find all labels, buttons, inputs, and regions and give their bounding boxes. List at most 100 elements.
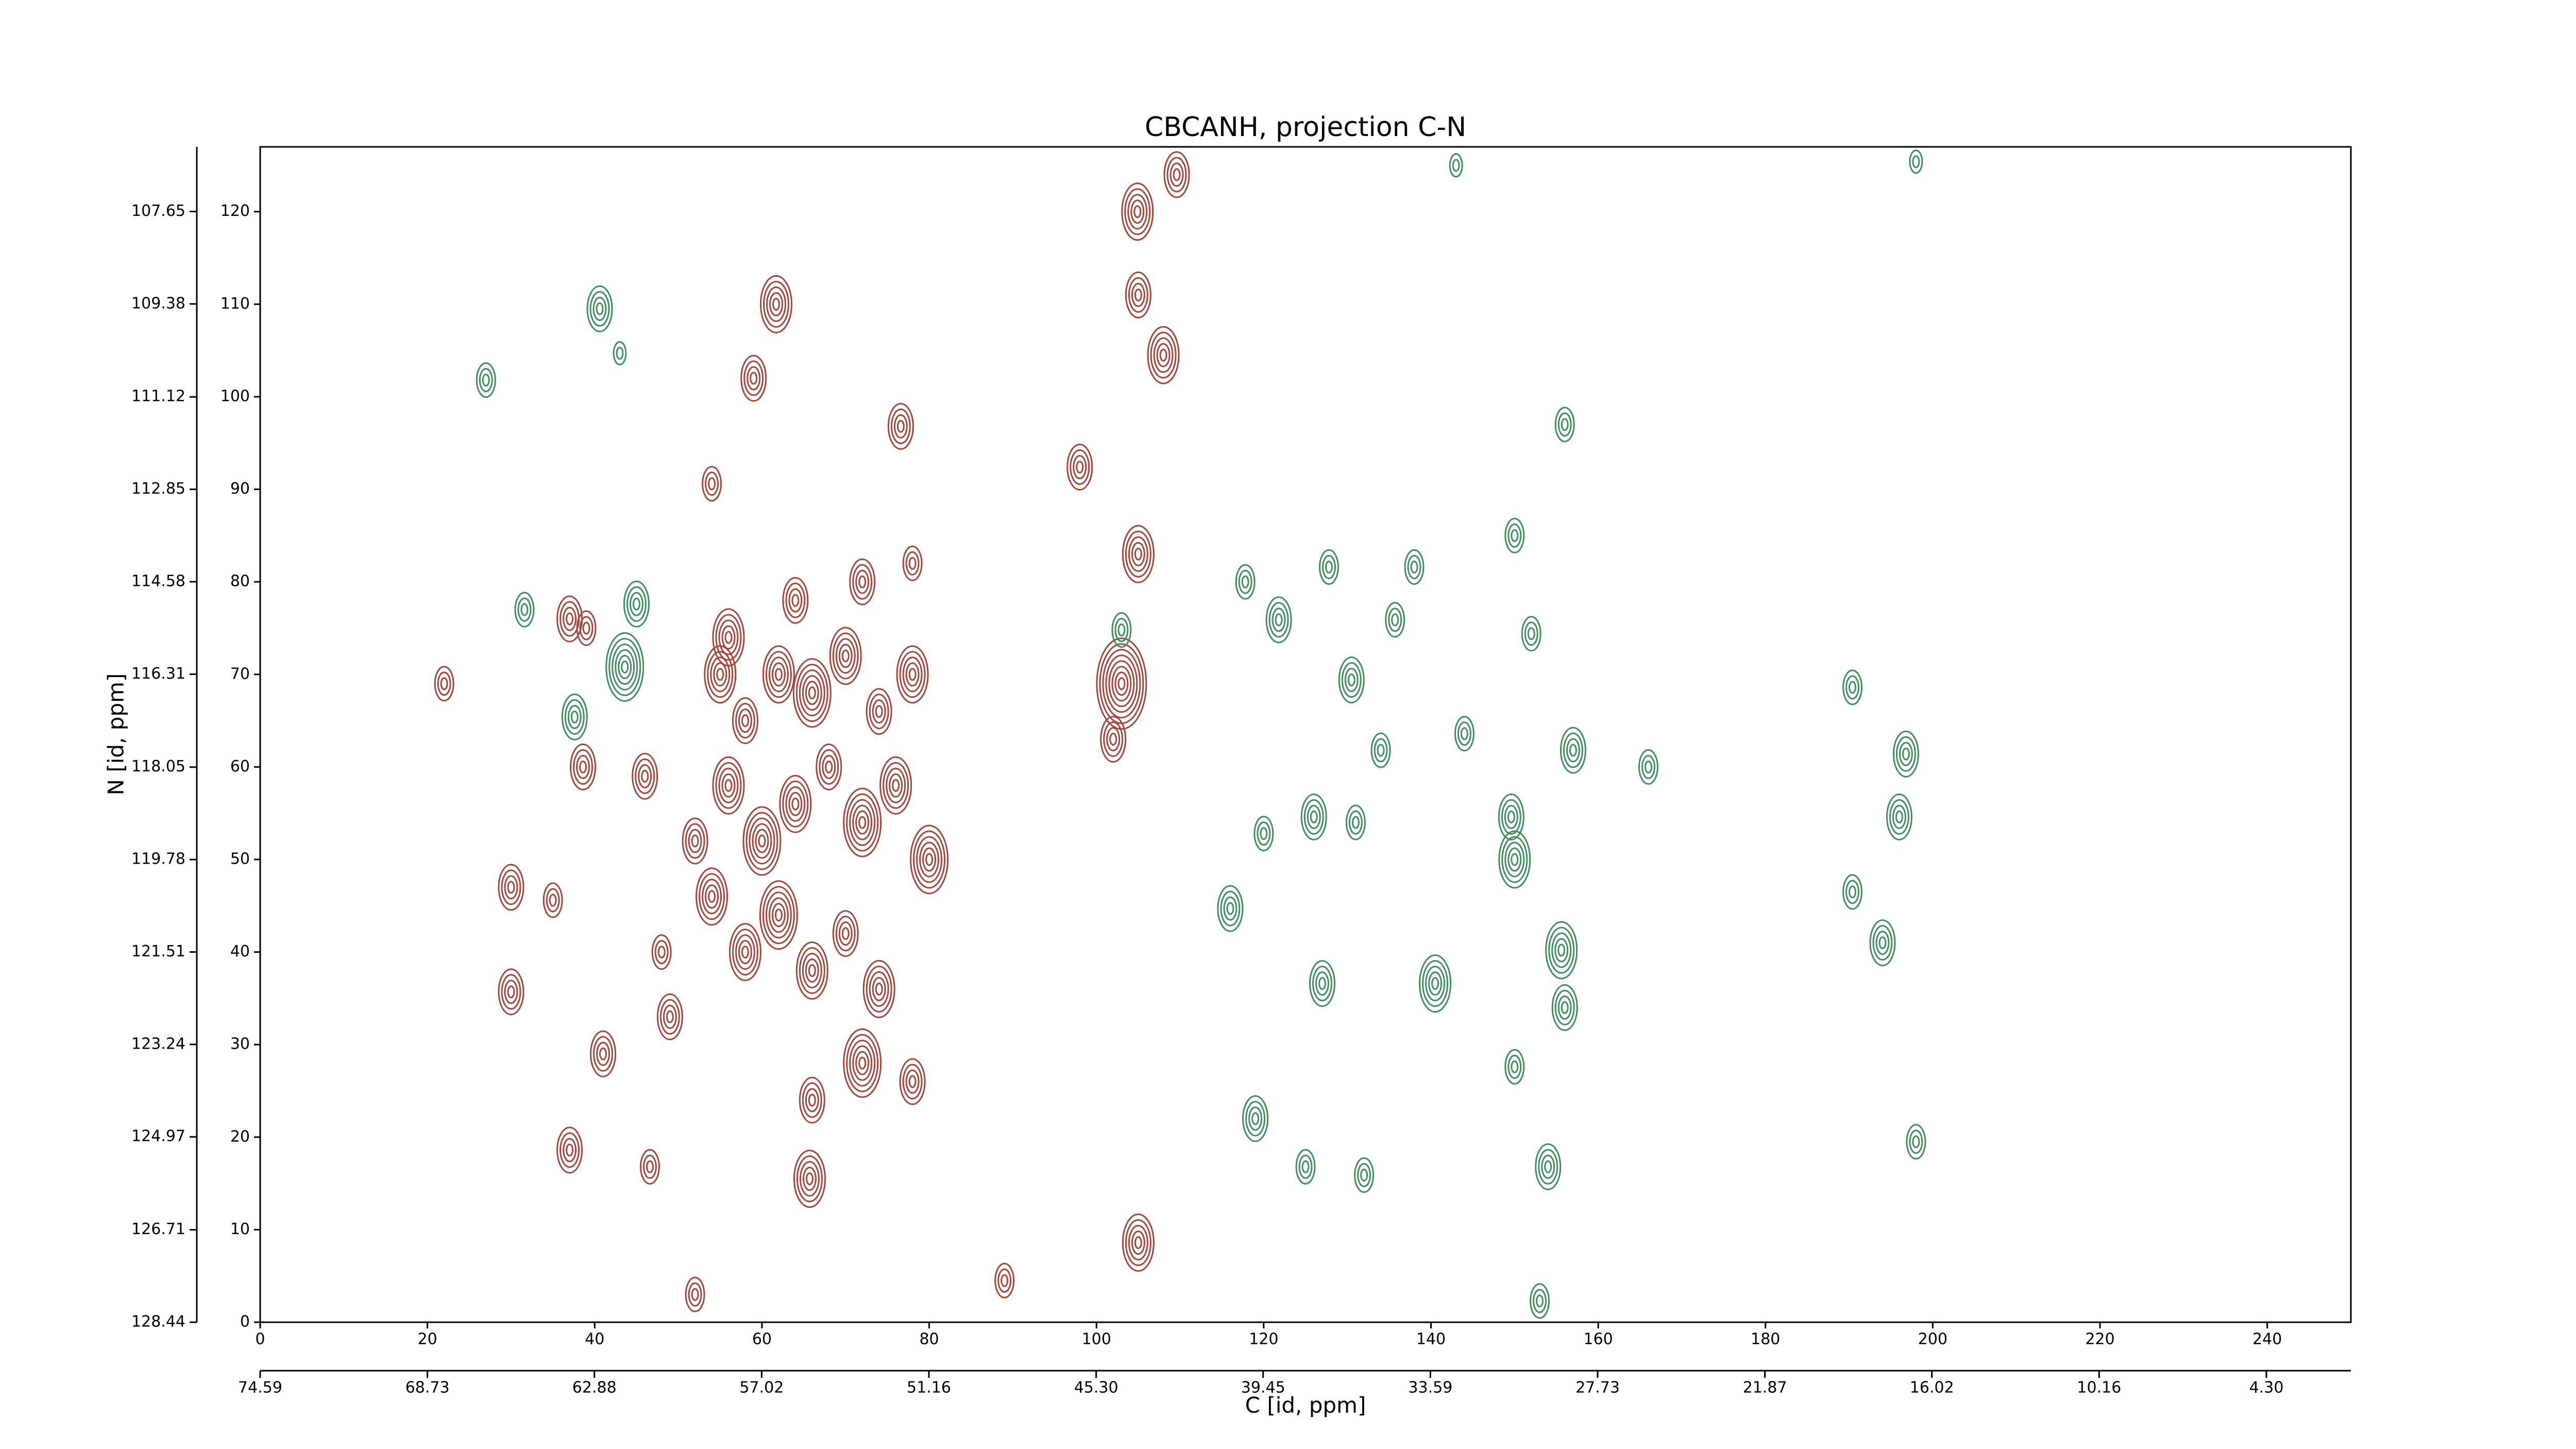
- contour-ring: [642, 1154, 657, 1179]
- peak: [498, 968, 524, 1016]
- contour-ring: [1548, 926, 1575, 974]
- peak: [740, 355, 767, 402]
- contour-ring: [514, 592, 535, 628]
- contour-ring: [908, 1075, 917, 1088]
- peak: [782, 577, 809, 624]
- contour-ring: [1318, 977, 1326, 990]
- contour-ring: [892, 779, 900, 792]
- contour-ring: [712, 608, 745, 667]
- peak: [1370, 732, 1391, 768]
- y-tick-label: 100: [221, 387, 250, 405]
- contour-ring: [1563, 732, 1583, 768]
- contour-ring: [835, 916, 856, 952]
- peak: [795, 941, 828, 1000]
- contour-ring: [504, 980, 518, 1004]
- peak: [561, 693, 588, 740]
- contour-ring: [501, 869, 521, 905]
- contour-ring: [1295, 1149, 1316, 1185]
- peak: [682, 817, 708, 865]
- contour-ring: [1842, 874, 1863, 910]
- contour-ring: [576, 610, 597, 646]
- contour-ring: [623, 580, 650, 628]
- contour-ring: [858, 575, 867, 588]
- peak: [849, 558, 876, 605]
- y-tick-label: 110: [221, 295, 250, 313]
- contour-ring: [1245, 1101, 1266, 1137]
- contour-ring: [1507, 847, 1522, 872]
- peak: [829, 627, 862, 685]
- contour-ring: [1566, 738, 1580, 763]
- contour-ring: [1235, 564, 1256, 600]
- contour-ring: [1529, 1283, 1550, 1319]
- y-tick-label: 120: [221, 202, 250, 220]
- contour-ring: [708, 890, 716, 903]
- contour-ring: [1569, 744, 1577, 757]
- y-tick-label: 20: [230, 1127, 250, 1145]
- contour-ring: [1108, 660, 1135, 707]
- x-tick-label: 20: [418, 1330, 437, 1349]
- peak: [1404, 549, 1425, 585]
- contour-ring: [1849, 681, 1857, 694]
- contour-ring: [632, 597, 640, 611]
- contour-ring: [632, 752, 658, 800]
- contour-ring: [762, 645, 795, 704]
- contour-ring: [855, 569, 870, 594]
- peak: [1100, 715, 1127, 763]
- contour-ring: [849, 1039, 876, 1087]
- contour-ring: [1912, 155, 1920, 169]
- contour-ring: [893, 414, 908, 439]
- x2-tick-label: 39.45: [1241, 1379, 1285, 1397]
- contour-ring: [1248, 1106, 1263, 1131]
- contour-ring: [549, 894, 557, 907]
- peak: [1906, 1124, 1926, 1160]
- contour-ring: [883, 762, 909, 809]
- x-tick-label: 160: [1583, 1330, 1613, 1349]
- peak: [793, 1150, 826, 1208]
- x-tick-label: 100: [1082, 1330, 1111, 1349]
- contour-ring: [896, 419, 905, 433]
- peak: [576, 610, 597, 646]
- x2-tick-label: 4.30: [2249, 1379, 2284, 1397]
- contour-ring: [835, 638, 856, 674]
- contour-ring: [1538, 1149, 1558, 1185]
- peak: [1454, 716, 1475, 752]
- contour-ring: [799, 669, 825, 717]
- y2-tick-label: 124.97: [131, 1127, 185, 1145]
- contour-ring: [1501, 836, 1528, 883]
- x-tick-label: 240: [2252, 1330, 2282, 1349]
- contour-ring: [875, 982, 883, 996]
- contour-ring: [1374, 738, 1388, 763]
- peak: [760, 275, 793, 333]
- contour-ring: [663, 1004, 677, 1029]
- contour-ring: [1106, 727, 1121, 751]
- contour-ring: [573, 749, 594, 785]
- contour-ring: [1150, 331, 1177, 379]
- x2-tick-label: 10.16: [2077, 1379, 2121, 1397]
- peak: [1309, 960, 1335, 1007]
- contour-ring: [590, 1030, 617, 1077]
- peak: [1300, 793, 1327, 840]
- contour-ring: [1111, 666, 1132, 702]
- contour-ring: [793, 1150, 826, 1208]
- contour-ring: [1385, 602, 1405, 638]
- contour-ring: [615, 649, 635, 685]
- contour-ring: [869, 694, 889, 730]
- contour-ring: [805, 1088, 819, 1113]
- contour-ring: [1892, 804, 1906, 829]
- contour-ring: [1557, 412, 1572, 437]
- contour-ring: [905, 1069, 920, 1094]
- contour-ring: [742, 806, 782, 876]
- y2-tick-label: 126.71: [131, 1220, 185, 1238]
- contour-ring: [1156, 343, 1171, 367]
- contour-ring: [752, 823, 772, 859]
- contour-ring: [905, 662, 920, 687]
- contour-ring: [902, 656, 923, 693]
- y2-tick-label: 112.85: [131, 480, 185, 498]
- contour-ring: [1895, 810, 1903, 823]
- contour-ring: [875, 705, 883, 718]
- contour-ring: [1524, 621, 1538, 646]
- contour-ring: [1251, 1112, 1260, 1125]
- contour-ring: [858, 816, 867, 829]
- contour-ring: [1275, 613, 1283, 627]
